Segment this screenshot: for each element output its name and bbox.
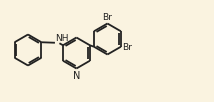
Text: NH: NH: [56, 34, 69, 43]
Text: N: N: [73, 71, 80, 81]
Text: Br: Br: [103, 13, 112, 22]
Text: Br: Br: [122, 43, 132, 52]
